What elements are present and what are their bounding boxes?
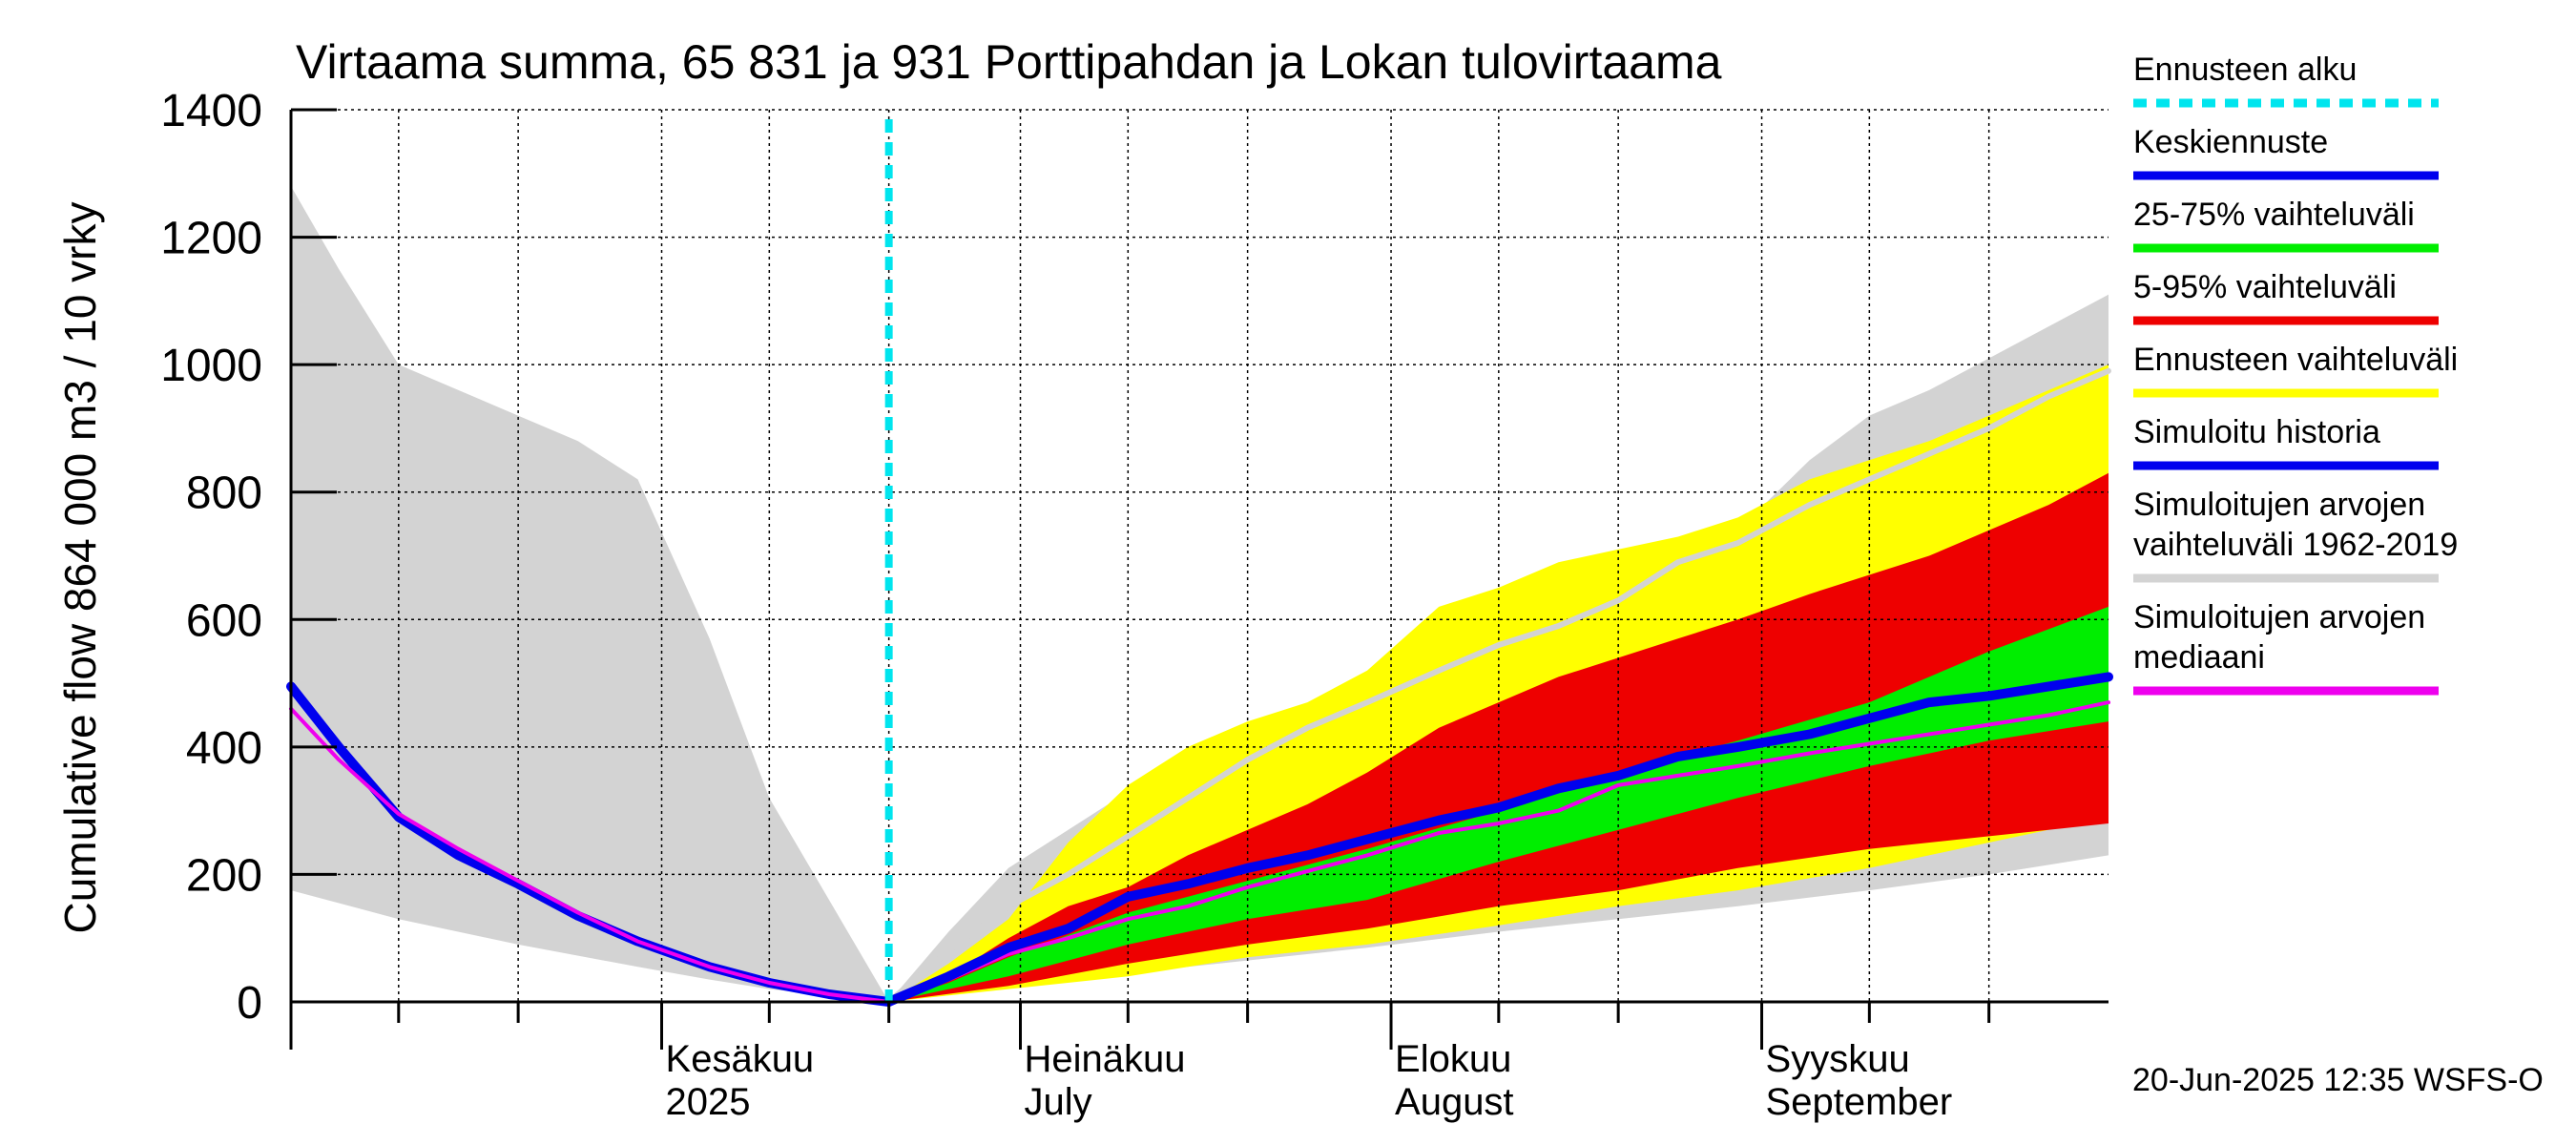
legend-label: 5-95% vaihteluväli [2133,269,2397,305]
y-tick-label: 0 [237,978,262,1029]
legend-label: Simuloitujen arvojen [2133,599,2425,635]
legend-label: Ennusteen vaihteluväli [2133,342,2458,378]
historic-range-line [885,367,2111,1005]
x-month-label: Elokuu [1395,1038,1511,1080]
y-tick-label: 1400 [160,86,262,136]
historic-median-line [289,700,2110,1004]
y-tick-label: 1000 [160,341,262,391]
legend: Ennusteen alku Keskiennuste 25-75% vaihtel… [2133,52,2458,696]
x-month-sublabel: August [1395,1081,1514,1123]
mean-forecast-line [883,672,2113,1007]
chart-title: Virtaama summa, 65 831 ja 931 Porttipahd… [296,35,1722,89]
legend-label: Ennusteen alku [2133,52,2357,88]
x-month-label: Heinäkuu [1025,1038,1186,1080]
axes [289,108,2109,1050]
footer-timestamp: 20-Jun-2025 12:35 WSFS-O [2132,1062,2544,1098]
legend-label: 25-75% vaihteluväli [2133,197,2415,233]
series-lines [286,119,2113,1007]
y-tick-label: 200 [186,850,262,901]
legend-label: Simuloitu historia [2133,414,2380,450]
y-tick-label: 600 [186,595,262,646]
x-month-label: Syyskuu [1766,1038,1910,1080]
legend-label: Keskiennuste [2133,124,2328,160]
y-tick-label: 800 [186,468,262,519]
legend-label: mediaani [2133,639,2265,676]
y-axis-label: Cumulative flow 864 000 m3 / 10 vrky [55,201,105,933]
legend-label: Simuloitujen arvojen [2133,487,2425,523]
y-tick-label: 1200 [160,214,262,264]
range-5-95-band [888,472,2109,1002]
y-tick-label: 400 [186,723,262,774]
x-month-sublabel: 2025 [666,1081,751,1123]
x-month-sublabel: September [1766,1081,1953,1123]
x-month-label: Kesäkuu [666,1038,815,1080]
legend-label: vaihteluväli 1962-2019 [2133,527,2458,563]
x-month-sublabel: July [1025,1081,1092,1123]
